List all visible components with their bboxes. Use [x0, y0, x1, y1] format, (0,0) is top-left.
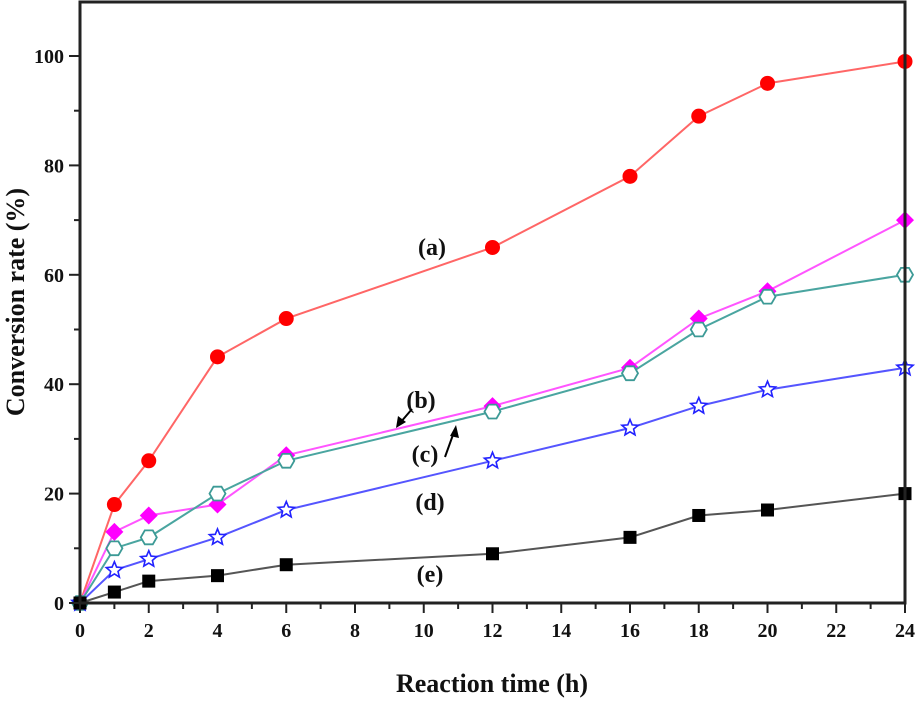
data-point — [138, 548, 159, 568]
data-point — [623, 530, 637, 544]
annotation-d: (d) — [415, 490, 444, 516]
data-point — [691, 108, 707, 124]
annotation-arrow-c — [444, 425, 459, 458]
y-tick-label: 20 — [44, 484, 64, 506]
data-point — [692, 508, 706, 522]
x-tick-label: 22 — [826, 620, 846, 642]
x-tick-label: 0 — [75, 620, 85, 642]
data-point — [105, 522, 124, 541]
data-point — [761, 503, 774, 517]
data-point — [141, 453, 157, 469]
data-point — [482, 450, 503, 470]
data-point — [688, 395, 709, 415]
data-point — [106, 497, 122, 513]
data-point — [139, 529, 158, 546]
data-point — [483, 403, 502, 420]
series-line — [79, 273, 906, 604]
x-tick-label: 12 — [483, 620, 503, 642]
data-point — [622, 168, 638, 184]
data-point — [276, 499, 297, 519]
data-point — [486, 547, 499, 561]
annotation-e: (e) — [417, 562, 444, 588]
data-point — [207, 526, 228, 546]
data-point — [757, 379, 778, 399]
data-point — [210, 349, 225, 365]
y-tick-label: 60 — [44, 265, 64, 287]
x-tick-label: 2 — [144, 620, 154, 642]
data-point — [689, 321, 708, 338]
series-line — [79, 366, 906, 604]
data-point — [620, 365, 640, 382]
y-tick-label: 40 — [44, 374, 64, 396]
data-point — [278, 311, 294, 327]
axes-layer — [78, 0, 907, 605]
x-tick-label: 4 — [213, 620, 223, 642]
y-tick-label: 80 — [44, 155, 64, 177]
data-point — [277, 452, 296, 469]
data-point — [139, 506, 158, 525]
annotation-c: (c) — [412, 442, 439, 468]
series-e — [73, 487, 912, 610]
x-tick-label: 24 — [895, 620, 915, 642]
series-layer — [69, 53, 916, 612]
data-point — [142, 574, 156, 588]
x-tick-label: 6 — [281, 620, 291, 642]
x-tick-label: 18 — [689, 620, 709, 642]
data-point — [208, 485, 227, 502]
plot-frame — [78, 0, 907, 605]
data-point — [279, 558, 293, 572]
x-tick-label: 20 — [758, 620, 778, 642]
y-tick-label: 0 — [54, 593, 64, 615]
series-line — [79, 219, 906, 604]
x-tick-label: 16 — [620, 620, 640, 642]
series-line — [79, 492, 906, 604]
x-tick-label: 8 — [350, 620, 360, 642]
data-point — [107, 585, 121, 599]
series-line — [79, 60, 906, 604]
data-point — [104, 559, 125, 579]
x-axis-title: Reaction time (h) — [396, 669, 588, 698]
annotation-arrow-b — [396, 408, 413, 428]
annotation-a: (a) — [418, 235, 446, 261]
data-point — [211, 569, 224, 583]
y-tick-label: 100 — [34, 46, 64, 68]
data-point — [760, 75, 775, 91]
data-point — [758, 288, 777, 305]
x-tick-label: 10 — [414, 620, 434, 642]
series-a — [72, 53, 913, 611]
data-point — [105, 540, 124, 557]
x-tick-label: 14 — [551, 620, 571, 642]
data-point — [619, 417, 641, 437]
y-axis-title: Conversion rate (%) — [1, 188, 30, 416]
series-d — [69, 357, 916, 612]
data-point — [485, 239, 500, 255]
